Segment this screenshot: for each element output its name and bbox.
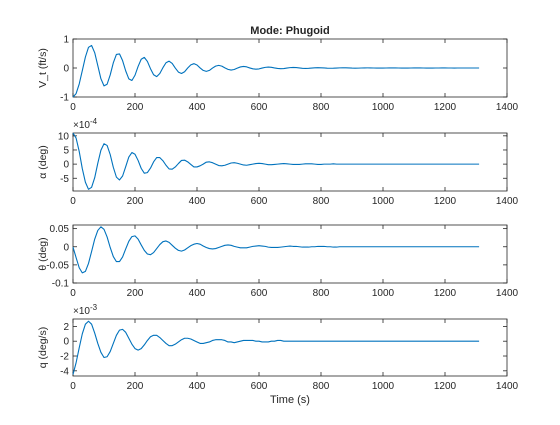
y-tick-label-alpha: 10 xyxy=(58,131,70,142)
y-axis-label-q: q (deg/s) xyxy=(37,327,49,368)
x-tick-label-vt: 1000 xyxy=(372,102,395,113)
x-tick-label-theta: 400 xyxy=(189,288,206,299)
y-tick-label-theta: 0.05 xyxy=(50,224,70,235)
axes-box-alpha xyxy=(72,132,508,192)
x-tick-label-alpha: 1000 xyxy=(372,196,395,207)
y-exponent-alpha: ×10-4 xyxy=(73,117,98,131)
y-tick-label-vt: 0 xyxy=(63,64,69,75)
x-tick-label-q: 400 xyxy=(189,381,206,392)
x-tick-label-alpha: 1400 xyxy=(496,196,519,207)
series-line-q xyxy=(72,320,480,375)
x-tick-label-theta: 1000 xyxy=(372,288,395,299)
x-tick-label-vt: 1400 xyxy=(496,102,519,113)
x-tick-label-q: 800 xyxy=(313,381,330,392)
y-tick-label-vt: 1 xyxy=(63,35,69,46)
x-tick-label-alpha: 0 xyxy=(70,196,76,207)
y-tick-label-alpha: -5 xyxy=(60,174,69,185)
y-exponent-q: ×10-3 xyxy=(73,303,98,317)
y-tick-label-theta: -0.1 xyxy=(52,279,70,290)
x-tick-label-q: 1200 xyxy=(434,381,457,392)
x-tick-label-vt: 400 xyxy=(189,102,206,113)
x-tick-label-vt: 200 xyxy=(127,102,144,113)
x-tick-label-alpha: 200 xyxy=(127,196,144,207)
y-tick-label-alpha: 5 xyxy=(63,145,69,156)
x-tick-label-theta: 0 xyxy=(70,288,76,299)
x-tick-label-alpha: 600 xyxy=(251,196,268,207)
x-tick-label-alpha: 1200 xyxy=(434,196,457,207)
x-tick-label-q: 600 xyxy=(251,381,268,392)
y-tick-label-alpha: 0 xyxy=(63,160,69,171)
x-tick-label-theta: 1400 xyxy=(496,288,519,299)
x-tick-label-theta: 1200 xyxy=(434,288,457,299)
x-tick-label-vt: 1200 xyxy=(434,102,457,113)
y-tick-label-q: 0 xyxy=(63,337,69,348)
series-line-alpha xyxy=(72,132,480,190)
x-tick-label-q: 1000 xyxy=(372,381,395,392)
axes-box-q xyxy=(72,318,508,377)
x-tick-label-q: 1400 xyxy=(496,381,519,392)
y-tick-label-theta: -0.05 xyxy=(46,260,69,271)
series-line-theta xyxy=(72,226,480,274)
y-tick-label-q: 2 xyxy=(63,322,69,333)
axes-box-theta xyxy=(72,224,508,284)
y-axis-label-vt: V_t (ft/s) xyxy=(37,48,49,88)
x-axis-label: Time (s) xyxy=(270,394,310,406)
x-tick-label-theta: 600 xyxy=(251,288,268,299)
x-tick-label-alpha: 800 xyxy=(313,196,330,207)
x-tick-label-q: 0 xyxy=(70,381,76,392)
axes-q: 0 200 400 600 800 1000 1200 1400 -4 -2 0 2 ×10-3 q (d… xyxy=(37,303,519,406)
y-axis-label-alpha: α (deg) xyxy=(37,145,49,179)
x-tick-label-theta: 800 xyxy=(313,288,330,299)
y-axis-label-theta: θ (deg) xyxy=(37,237,49,270)
x-tick-label-q: 200 xyxy=(127,381,144,392)
chart-title: Mode: Phugoid xyxy=(250,25,329,37)
x-tick-label-vt: 0 xyxy=(70,102,76,113)
y-tick-label-q: -4 xyxy=(60,366,69,377)
x-tick-label-alpha: 400 xyxy=(189,196,206,207)
x-tick-label-theta: 200 xyxy=(127,288,144,299)
y-tick-label-vt: -1 xyxy=(60,93,69,104)
series-line-vt xyxy=(72,44,480,98)
axes-theta: 0 200 400 600 800 1000 1200 1400 -0.1 -0.05 0 0.05θ… xyxy=(37,224,519,299)
y-tick-label-q: -2 xyxy=(60,352,69,363)
x-tick-label-vt: 800 xyxy=(313,102,330,113)
y-tick-label-theta: 0 xyxy=(63,242,69,253)
x-tick-label-vt: 600 xyxy=(251,102,268,113)
